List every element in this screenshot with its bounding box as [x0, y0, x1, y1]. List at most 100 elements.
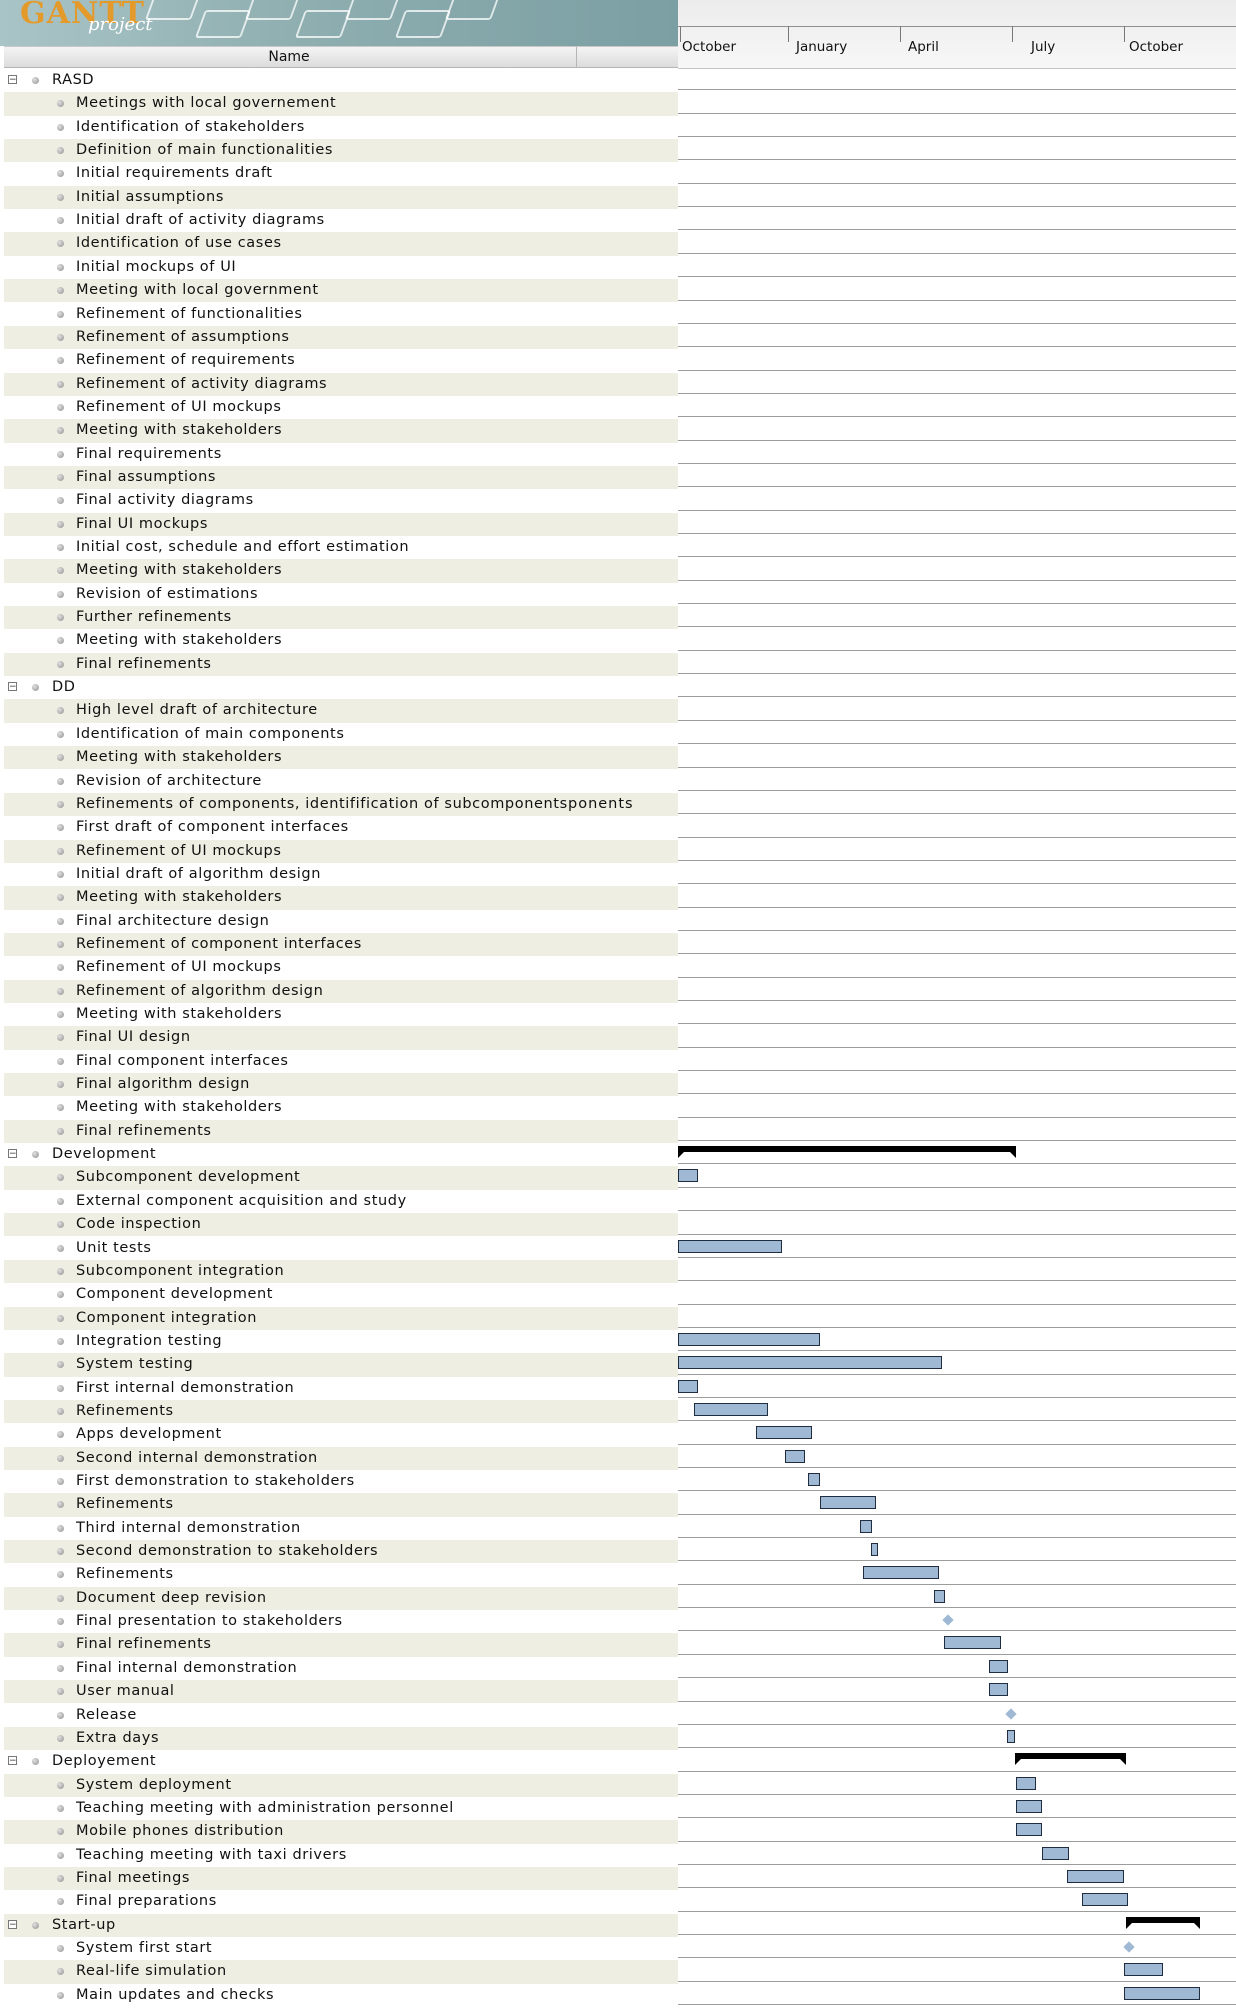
task-bar[interactable] — [1124, 1986, 1200, 2000]
task-row-refinement-of-functionalities[interactable]: Refinement of functionalities — [4, 303, 678, 326]
task-row-refinement-of-ui-mockups[interactable]: Refinement of UI mockups — [4, 839, 678, 863]
task-row-meeting-with-stakeholders[interactable]: Meeting with stakeholders — [4, 746, 678, 770]
task-bar[interactable] — [785, 1449, 805, 1463]
task-row-subcomponent-development[interactable]: Subcomponent development — [4, 1166, 678, 1190]
task-group-start-up[interactable]: − Start-up — [4, 1913, 678, 1937]
task-bar[interactable] — [808, 1473, 820, 1486]
task-row-refinements[interactable]: Refinements — [4, 1493, 678, 1517]
task-bar[interactable] — [1124, 1963, 1164, 1977]
task-row-final-algorithm-design[interactable]: Final algorithm design — [4, 1073, 678, 1097]
task-bar[interactable] — [693, 1402, 769, 1416]
task-row-apps-development[interactable]: Apps development — [4, 1423, 678, 1446]
task-row-final-meetings[interactable]: Final meetings — [4, 1866, 678, 1891]
task-row-final-ui-mockups[interactable]: Final UI mockups — [4, 512, 678, 536]
task-bar[interactable] — [1007, 1729, 1016, 1743]
collapse-toggle-icon[interactable]: − — [8, 75, 17, 85]
collapse-toggle-icon[interactable]: − — [8, 1149, 17, 1160]
task-row-mobile-phones-distribution[interactable]: Mobile phones distribution — [4, 1820, 678, 1844]
task-row-further-refinements[interactable]: Further refinements — [4, 606, 678, 630]
task-bar[interactable] — [933, 1589, 946, 1603]
task-row-main-updates-and-checks[interactable]: Main updates and checks — [4, 1984, 678, 2007]
task-row-refinements[interactable]: Refinements — [4, 1399, 678, 1424]
task-row-refinements-of-components-identifification-of-subcomponents[interactable]: Refinements of components, identifificat… — [4, 792, 678, 817]
task-row-release[interactable]: Release — [4, 1704, 678, 1727]
collapse-toggle-icon[interactable]: − — [8, 682, 17, 693]
task-row-initial-draft-of-algorithm-design[interactable]: Initial draft of algorithm design — [4, 863, 678, 886]
name-column-header[interactable]: Name — [4, 46, 678, 68]
task-row-initial-cost-schedule-and-effort-estimation[interactable]: Initial cost, schedule and effort estima… — [4, 536, 678, 559]
task-bar[interactable] — [862, 1566, 939, 1580]
task-row-revision-of-architecture[interactable]: Revision of architecture — [4, 770, 678, 793]
task-row-teaching-meeting-with-taxi-drivers[interactable]: Teaching meeting with taxi drivers — [4, 1844, 678, 1867]
task-row-system-first-start[interactable]: System first start — [4, 1937, 678, 1960]
task-bar[interactable] — [943, 1636, 1001, 1650]
task-bar[interactable] — [1016, 1799, 1042, 1813]
task-row-final-requirements[interactable]: Final requirements — [4, 443, 678, 466]
summary-bar[interactable] — [1126, 1916, 1200, 1929]
task-row-extra-days[interactable]: Extra days — [4, 1726, 678, 1751]
task-bar[interactable] — [1067, 1869, 1124, 1883]
task-row-meeting-with-local-government[interactable]: Meeting with local government — [4, 279, 678, 303]
task-row-external-component-acquisition-and-study[interactable]: External component acquisition and study — [4, 1190, 678, 1213]
task-row-real-life-simulation[interactable]: Real-life simulation — [4, 1960, 678, 1984]
task-row-component-development[interactable]: Component development — [4, 1283, 678, 1306]
task-row-first-demonstration-to-stakeholders[interactable]: First demonstration to stakeholders — [4, 1470, 678, 1493]
collapse-toggle-icon[interactable]: − — [8, 1919, 17, 1930]
task-row-final-preparations[interactable]: Final preparations — [4, 1890, 678, 1913]
task-row-initial-assumptions[interactable]: Initial assumptions — [4, 185, 678, 210]
task-row-document-deep-revision[interactable]: Document deep revision — [4, 1586, 678, 1611]
task-bar[interactable] — [678, 1379, 698, 1393]
task-row-initial-draft-of-activity-diagrams[interactable]: Initial draft of activity diagrams — [4, 209, 678, 232]
task-row-final-internal-demonstration[interactable]: Final internal demonstration — [4, 1657, 678, 1680]
task-row-meeting-with-stakeholders[interactable]: Meeting with stakeholders — [4, 419, 678, 443]
task-row-teaching-meeting-with-administration-personnel[interactable]: Teaching meeting with administration per… — [4, 1797, 678, 1820]
task-row-subcomponent-integration[interactable]: Subcomponent integration — [4, 1259, 678, 1284]
task-row-refinement-of-ui-mockups[interactable]: Refinement of UI mockups — [4, 396, 678, 419]
task-bar[interactable] — [870, 1543, 878, 1557]
task-row-refinement-of-component-interfaces[interactable]: Refinement of component interfaces — [4, 932, 678, 957]
task-row-refinement-of-ui-mockups[interactable]: Refinement of UI mockups — [4, 956, 678, 979]
task-bar[interactable] — [988, 1659, 1009, 1673]
task-row-refinement-of-requirements[interactable]: Refinement of requirements — [4, 349, 678, 372]
collapse-toggle-icon[interactable]: − — [8, 1756, 17, 1767]
task-row-unit-tests[interactable]: Unit tests — [4, 1237, 678, 1260]
task-row-definition-of-main-functionalities[interactable]: Definition of main functionalities — [4, 139, 678, 163]
task-row-revision-of-estimations[interactable]: Revision of estimations — [4, 583, 678, 606]
task-row-final-refinements[interactable]: Final refinements — [4, 1119, 678, 1144]
task-row-final-refinements[interactable]: Final refinements — [4, 652, 678, 677]
task-bar[interactable] — [678, 1356, 943, 1370]
task-bar[interactable] — [819, 1496, 876, 1510]
task-row-meeting-with-stakeholders[interactable]: Meeting with stakeholders — [4, 1096, 678, 1119]
task-row-final-ui-design[interactable]: Final UI design — [4, 1026, 678, 1050]
task-row-identification-of-use-cases[interactable]: Identification of use cases — [4, 232, 678, 256]
task-row-identification-of-main-components[interactable]: Identification of main components — [4, 723, 678, 746]
task-group-deployement[interactable]: − Deployement — [4, 1750, 678, 1773]
task-group-development[interactable]: − Development — [4, 1143, 678, 1166]
column-resize-handle[interactable] — [576, 47, 577, 67]
task-row-first-draft-of-component-interfaces[interactable]: First draft of component interfaces — [4, 816, 678, 839]
milestone-diamond[interactable] — [1123, 1941, 1135, 1953]
task-row-final-assumptions[interactable]: Final assumptions — [4, 465, 678, 490]
task-row-meeting-with-stakeholders[interactable]: Meeting with stakeholders — [4, 629, 678, 652]
task-row-high-level-draft-of-architecture[interactable]: High level draft of architecture — [4, 699, 678, 723]
summary-bar[interactable] — [1015, 1753, 1127, 1766]
task-row-final-presentation-to-stakeholders[interactable]: Final presentation to stakeholders — [4, 1610, 678, 1633]
task-row-initial-mockups-of-ui[interactable]: Initial mockups of UI — [4, 256, 678, 279]
milestone-diamond[interactable] — [942, 1614, 954, 1626]
task-row-system-testing[interactable]: System testing — [4, 1353, 678, 1377]
task-bar[interactable] — [755, 1426, 812, 1440]
task-row-user-manual[interactable]: User manual — [4, 1680, 678, 1704]
task-bar[interactable] — [1016, 1823, 1042, 1837]
task-bar[interactable] — [988, 1683, 1009, 1697]
task-bar[interactable] — [678, 1169, 698, 1183]
task-group-rasd[interactable]: − RASD — [4, 69, 678, 92]
task-bar[interactable] — [678, 1239, 783, 1253]
task-row-refinement-of-activity-diagrams[interactable]: Refinement of activity diagrams — [4, 372, 678, 396]
task-row-initial-requirements-draft[interactable]: Initial requirements draft — [4, 162, 678, 185]
task-row-second-demonstration-to-stakeholders[interactable]: Second demonstration to stakeholders — [4, 1540, 678, 1564]
task-bar[interactable] — [1081, 1893, 1128, 1907]
task-row-refinement-of-assumptions[interactable]: Refinement of assumptions — [4, 325, 678, 350]
task-row-final-component-interfaces[interactable]: Final component interfaces — [4, 1050, 678, 1073]
task-row-component-integration[interactable]: Component integration — [4, 1306, 678, 1330]
task-row-refinements[interactable]: Refinements — [4, 1563, 678, 1586]
